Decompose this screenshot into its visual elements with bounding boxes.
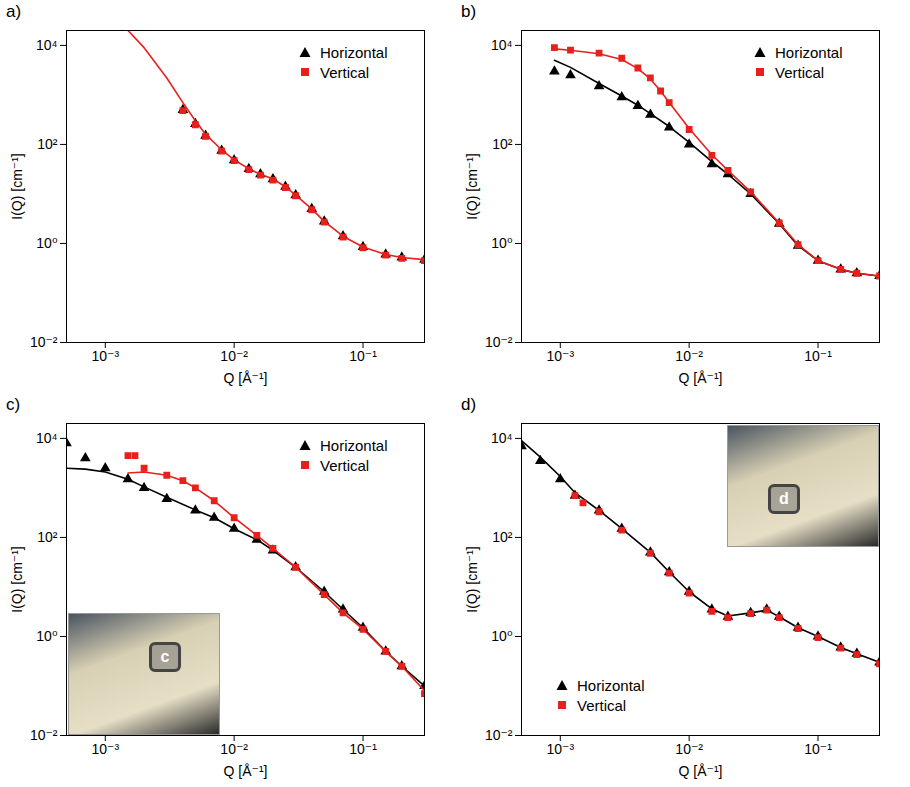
svg-text:10⁻²: 10⁻²: [220, 348, 248, 364]
svg-text:10⁻²: 10⁻²: [485, 334, 513, 350]
svg-text:10⁻²: 10⁻²: [220, 741, 248, 757]
svg-text:10²: 10²: [492, 529, 513, 545]
svg-text:10⁻²: 10⁻²: [675, 741, 703, 757]
html-text:Vertical: Vertical: [320, 63, 370, 81]
html-text:Horizontal: Horizontal: [320, 436, 388, 454]
svg-text:10⁻²: 10⁻²: [675, 348, 703, 364]
svg-text:10⁻²: 10⁻²: [30, 727, 58, 743]
svg-text:I(Q) [cm⁻¹]: I(Q) [cm⁻¹]: [9, 153, 25, 220]
svg-text:10⁻¹: 10⁻¹: [804, 741, 832, 757]
svg-text:10⁴: 10⁴: [491, 430, 513, 446]
svg-text:10⁴: 10⁴: [36, 37, 58, 53]
html-text:d): d): [461, 395, 477, 414]
svg-text:10²: 10²: [37, 529, 58, 545]
svg-text:10²: 10²: [492, 136, 513, 152]
svg-text:Q [Å⁻¹]: Q [Å⁻¹]: [224, 370, 268, 386]
svg-text:I(Q) [cm⁻¹]: I(Q) [cm⁻¹]: [464, 153, 480, 220]
html-text:a): a): [6, 2, 22, 21]
svg-text:10⁻¹: 10⁻¹: [349, 348, 377, 364]
svg-text:Q [Å⁻¹]: Q [Å⁻¹]: [224, 763, 268, 779]
svg-text:10⁴: 10⁴: [491, 37, 513, 53]
svg-text:I(Q) [cm⁻¹]: I(Q) [cm⁻¹]: [9, 546, 25, 613]
html-text:d: d: [779, 490, 789, 507]
svg-text:I(Q) [cm⁻¹]: I(Q) [cm⁻¹]: [464, 546, 480, 613]
svg-text:10⁻²: 10⁻²: [485, 727, 513, 743]
svg-text:10⁻¹: 10⁻¹: [804, 348, 832, 364]
html-text:Vertical: Vertical: [320, 456, 370, 474]
svg-text:10⁰: 10⁰: [491, 628, 513, 644]
svg-text:Q [Å⁻¹]: Q [Å⁻¹]: [679, 370, 723, 386]
svg-text:10⁻³: 10⁻³: [91, 348, 119, 364]
html-text:c): c): [6, 395, 21, 414]
svg-text:Q [Å⁻¹]: Q [Å⁻¹]: [679, 763, 723, 779]
svg-text:10⁻¹: 10⁻¹: [349, 741, 377, 757]
svg-text:10⁰: 10⁰: [491, 235, 513, 251]
svg-text:10⁻³: 10⁻³: [546, 741, 574, 757]
html-text:b): b): [461, 2, 477, 21]
svg-text:10²: 10²: [37, 136, 58, 152]
html-text:Horizontal: Horizontal: [320, 43, 388, 61]
html-text:Horizontal: Horizontal: [775, 43, 843, 61]
svg-text:10⁰: 10⁰: [36, 235, 58, 251]
svg-text:10⁻³: 10⁻³: [91, 741, 119, 757]
html-text:Horizontal: Horizontal: [577, 676, 645, 694]
svg-text:10⁻²: 10⁻²: [30, 334, 58, 350]
svg-text:10⁰: 10⁰: [36, 628, 58, 644]
svg-text:10⁻³: 10⁻³: [546, 348, 574, 364]
html-text:Vertical: Vertical: [775, 63, 825, 81]
svg-text:10⁴: 10⁴: [36, 430, 58, 446]
html-text:Vertical: Vertical: [577, 696, 627, 714]
html-text:c: c: [160, 648, 170, 665]
